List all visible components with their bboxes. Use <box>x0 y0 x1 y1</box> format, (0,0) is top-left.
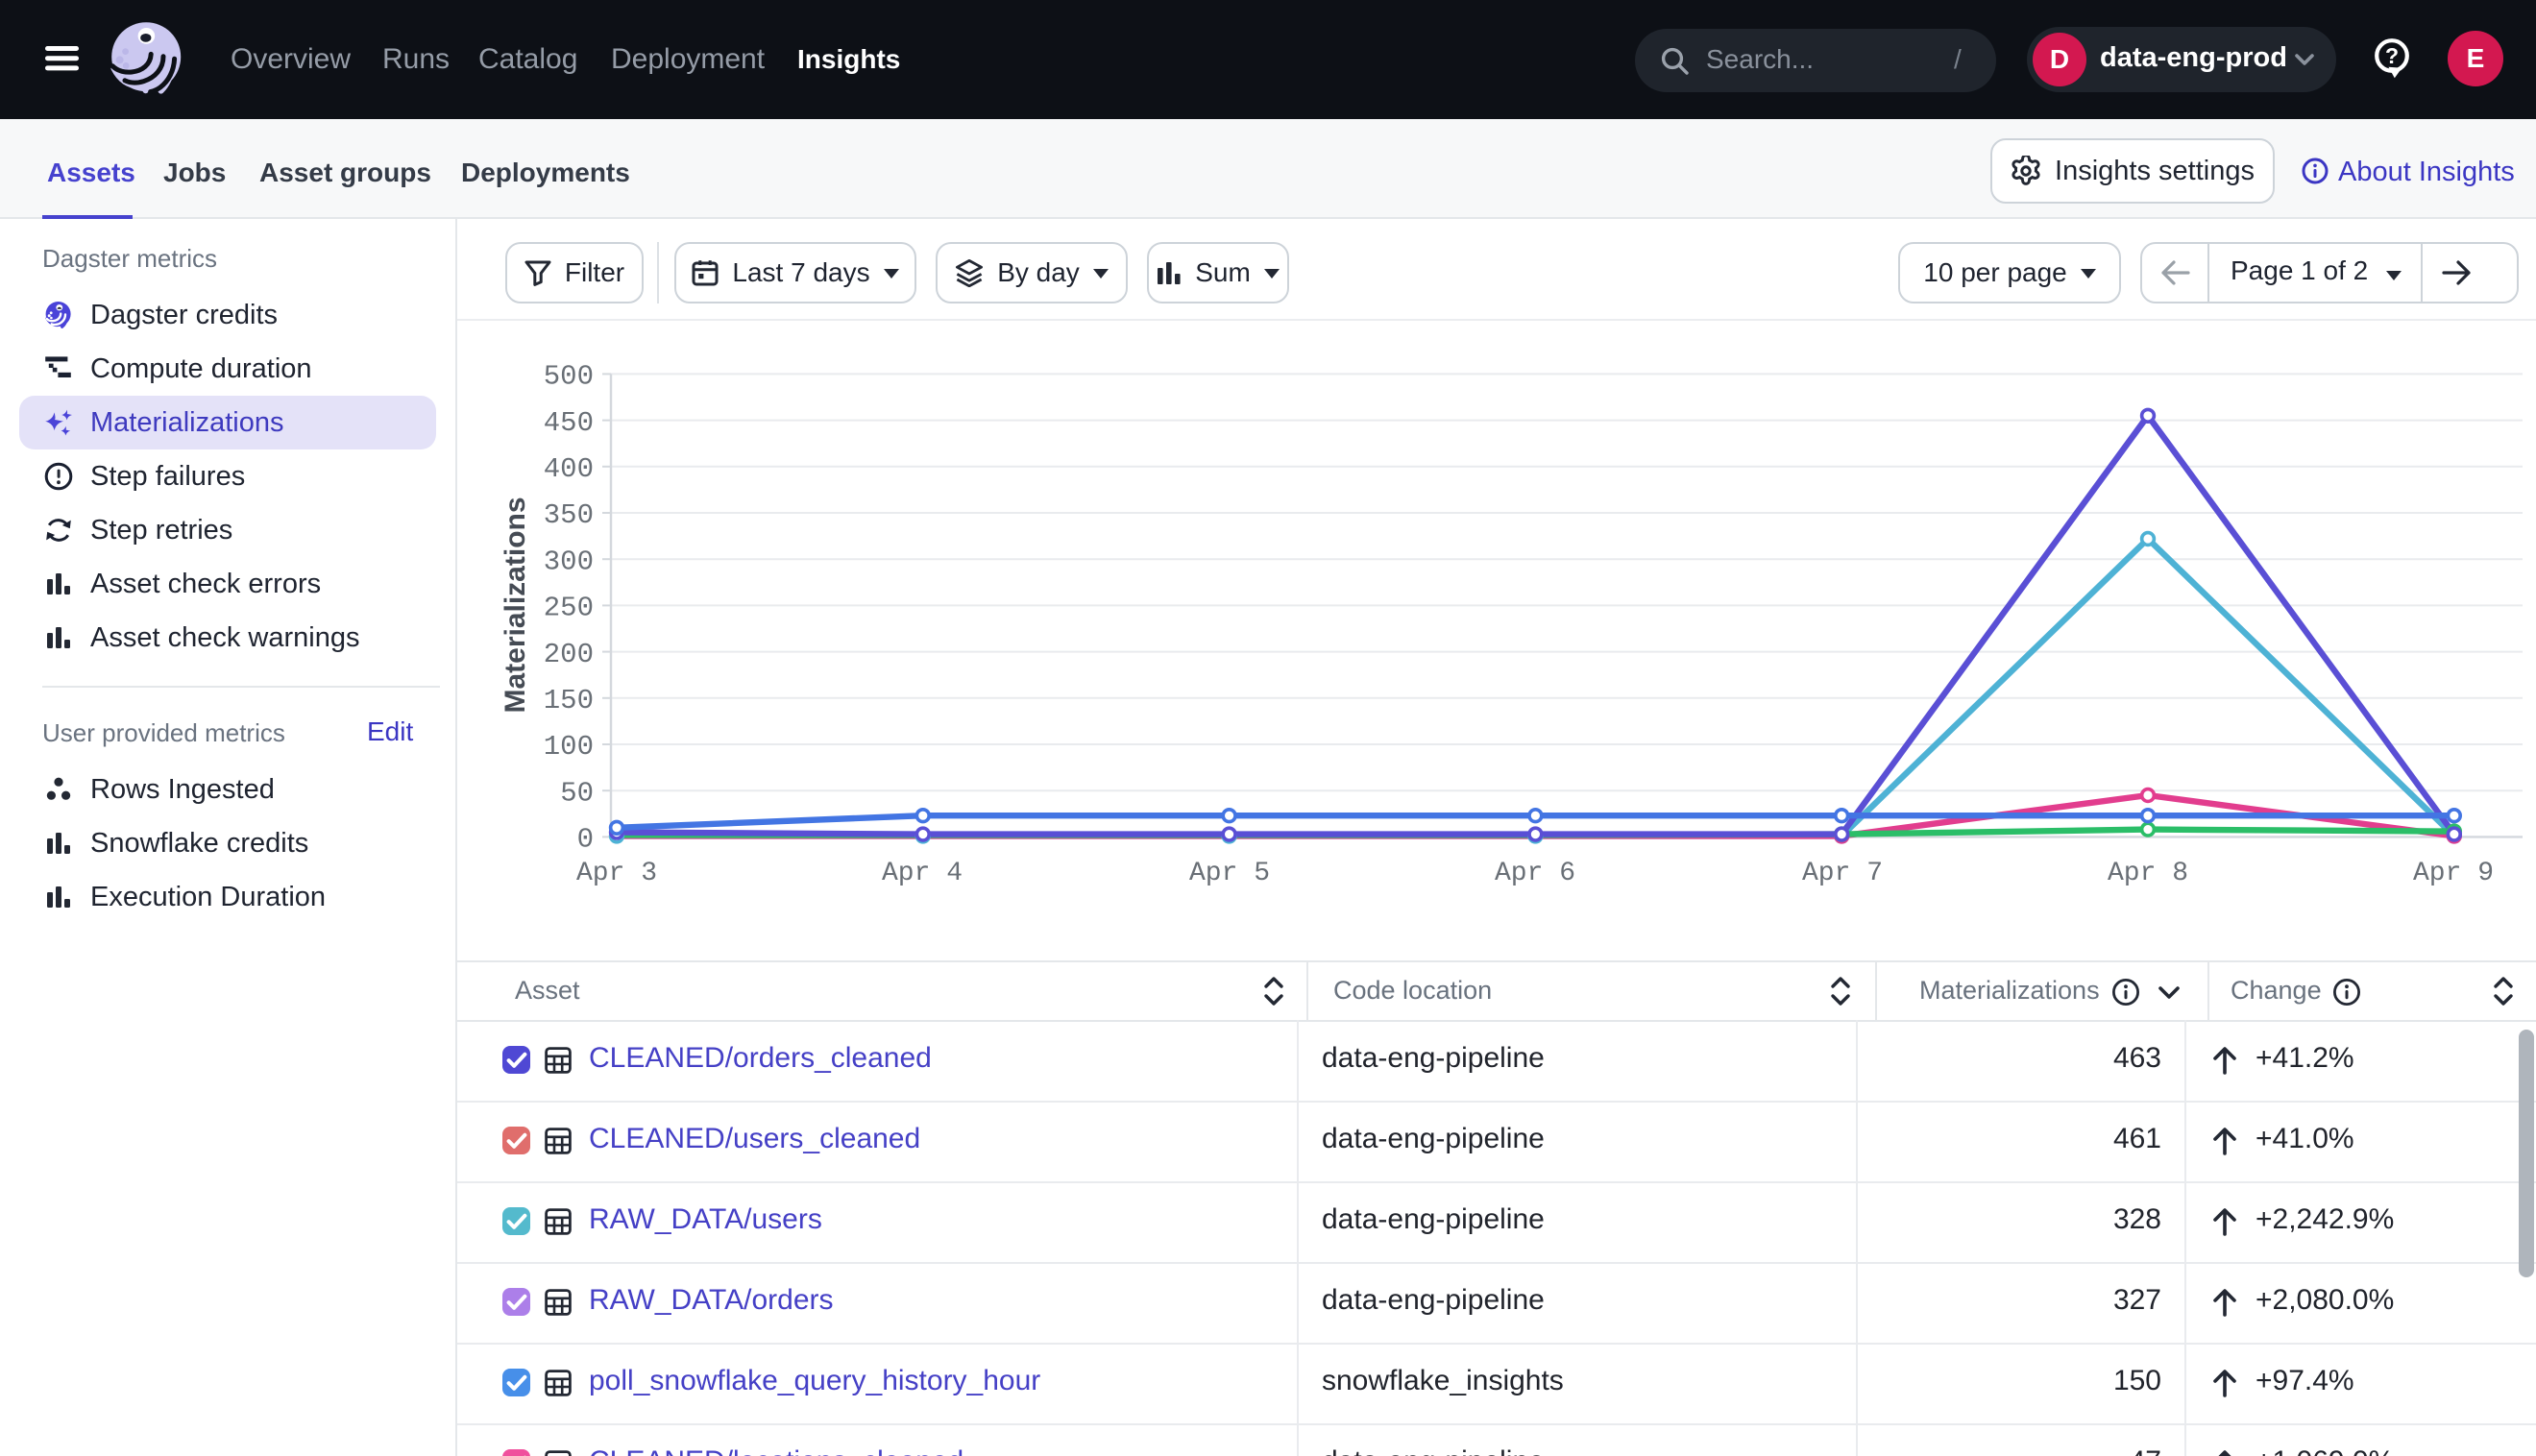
svg-text:100: 100 <box>544 731 594 763</box>
svg-text:300: 300 <box>544 546 594 577</box>
svg-text:Apr 6: Apr 6 <box>1495 859 1575 888</box>
svg-text:?: ? <box>2385 43 2399 68</box>
svg-text:Apr 5: Apr 5 <box>1189 859 1270 888</box>
svg-text:Apr 8: Apr 8 <box>2108 859 2188 888</box>
svg-text:200: 200 <box>544 639 594 670</box>
svg-text:400: 400 <box>544 453 594 485</box>
svg-text:Apr 7: Apr 7 <box>1802 859 1883 888</box>
svg-text:0: 0 <box>577 824 594 856</box>
svg-text:150: 150 <box>544 685 594 716</box>
svg-text:500: 500 <box>544 361 594 393</box>
svg-text:Apr 9: Apr 9 <box>2413 859 2494 888</box>
svg-text:Apr 3: Apr 3 <box>576 859 657 888</box>
svg-text:250: 250 <box>544 593 594 624</box>
svg-text:350: 350 <box>544 499 594 531</box>
svg-text:Materializations: Materializations <box>500 497 531 713</box>
svg-text:Apr 4: Apr 4 <box>882 859 963 888</box>
svg-text:450: 450 <box>544 407 594 439</box>
svg-text:50: 50 <box>560 777 594 809</box>
